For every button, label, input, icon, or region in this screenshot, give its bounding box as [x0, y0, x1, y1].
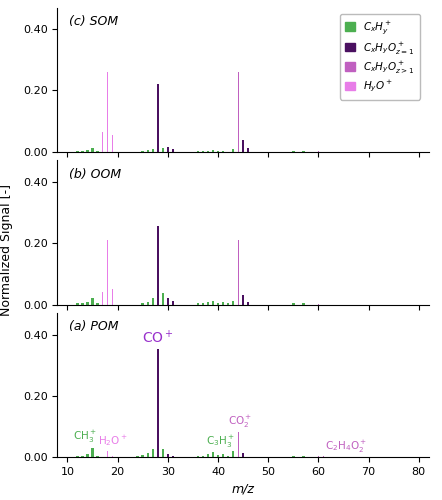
- Text: CO$^+$: CO$^+$: [142, 329, 174, 346]
- Bar: [162, 293, 164, 304]
- Bar: [212, 300, 214, 304]
- Bar: [167, 298, 169, 304]
- Bar: [171, 301, 174, 304]
- Bar: [171, 456, 174, 458]
- Text: Normalized Signal [-]: Normalized Signal [-]: [0, 184, 13, 316]
- Bar: [112, 135, 113, 152]
- Text: (c) SOM: (c) SOM: [69, 14, 118, 28]
- Bar: [96, 303, 99, 304]
- Bar: [107, 450, 108, 458]
- Text: CO$_2^+$: CO$_2^+$: [229, 414, 253, 430]
- Bar: [86, 454, 89, 458]
- Bar: [227, 456, 229, 458]
- Bar: [76, 151, 79, 152]
- Bar: [232, 300, 234, 304]
- Bar: [152, 449, 154, 458]
- Bar: [102, 292, 103, 304]
- Bar: [202, 303, 204, 304]
- Bar: [242, 295, 244, 304]
- Bar: [247, 302, 249, 304]
- Bar: [152, 149, 154, 152]
- Bar: [112, 290, 113, 304]
- Text: C$_2$H$_4$O$_2^+$: C$_2$H$_4$O$_2^+$: [325, 438, 367, 454]
- Bar: [112, 456, 113, 458]
- Legend: $C_xH_y^+$, $C_xH_yO_{z=1}^+$, $C_xH_yO_{z>1}^+$, $H_yO^+$: $C_xH_y^+$, $C_xH_yO_{z=1}^+$, $C_xH_yO_…: [339, 14, 420, 100]
- Bar: [156, 348, 159, 458]
- Bar: [232, 450, 234, 458]
- Text: C$_3$H$_3^+$: C$_3$H$_3^+$: [206, 434, 235, 450]
- Bar: [222, 302, 224, 304]
- Bar: [318, 151, 319, 152]
- Bar: [91, 448, 94, 458]
- Bar: [318, 456, 319, 458]
- Bar: [207, 302, 209, 304]
- Bar: [302, 456, 305, 458]
- Bar: [242, 452, 244, 458]
- Bar: [156, 84, 159, 152]
- Bar: [292, 456, 294, 458]
- Bar: [141, 455, 144, 458]
- Bar: [171, 150, 174, 152]
- Bar: [292, 150, 294, 152]
- Bar: [238, 240, 239, 304]
- Bar: [238, 72, 239, 152]
- Bar: [323, 456, 324, 458]
- Bar: [96, 150, 99, 152]
- Bar: [167, 454, 169, 458]
- Bar: [146, 150, 149, 152]
- Bar: [207, 454, 209, 458]
- Bar: [91, 148, 94, 152]
- Bar: [146, 452, 149, 458]
- Bar: [141, 303, 144, 304]
- Bar: [202, 151, 204, 152]
- Bar: [91, 298, 94, 304]
- Bar: [81, 456, 84, 458]
- X-axis label: m/z: m/z: [232, 483, 255, 496]
- Bar: [107, 72, 108, 152]
- Bar: [146, 302, 149, 304]
- Bar: [156, 226, 159, 304]
- Bar: [232, 150, 234, 152]
- Text: (a) POM: (a) POM: [69, 320, 118, 334]
- Bar: [202, 456, 204, 458]
- Bar: [302, 151, 305, 152]
- Bar: [222, 454, 224, 458]
- Bar: [242, 140, 244, 151]
- Bar: [162, 148, 164, 152]
- Bar: [212, 452, 214, 458]
- Bar: [96, 456, 99, 458]
- Bar: [222, 150, 224, 152]
- Bar: [107, 240, 108, 304]
- Bar: [137, 456, 139, 458]
- Bar: [212, 150, 214, 152]
- Bar: [217, 303, 219, 304]
- Bar: [217, 455, 219, 458]
- Bar: [152, 298, 154, 304]
- Text: (b) OOM: (b) OOM: [69, 168, 121, 180]
- Bar: [197, 456, 199, 458]
- Bar: [86, 150, 89, 152]
- Bar: [81, 303, 84, 304]
- Bar: [217, 151, 219, 152]
- Bar: [207, 150, 209, 152]
- Bar: [197, 151, 199, 152]
- Text: H$_2$O$^+$: H$_2$O$^+$: [98, 434, 128, 448]
- Bar: [76, 456, 79, 458]
- Bar: [81, 150, 84, 152]
- Bar: [167, 147, 169, 152]
- Text: CH$_3^+$: CH$_3^+$: [73, 429, 97, 445]
- Bar: [292, 303, 294, 304]
- Bar: [238, 432, 239, 458]
- Bar: [86, 302, 89, 304]
- Bar: [247, 148, 249, 152]
- Bar: [102, 132, 103, 152]
- Bar: [162, 449, 164, 458]
- Bar: [141, 151, 144, 152]
